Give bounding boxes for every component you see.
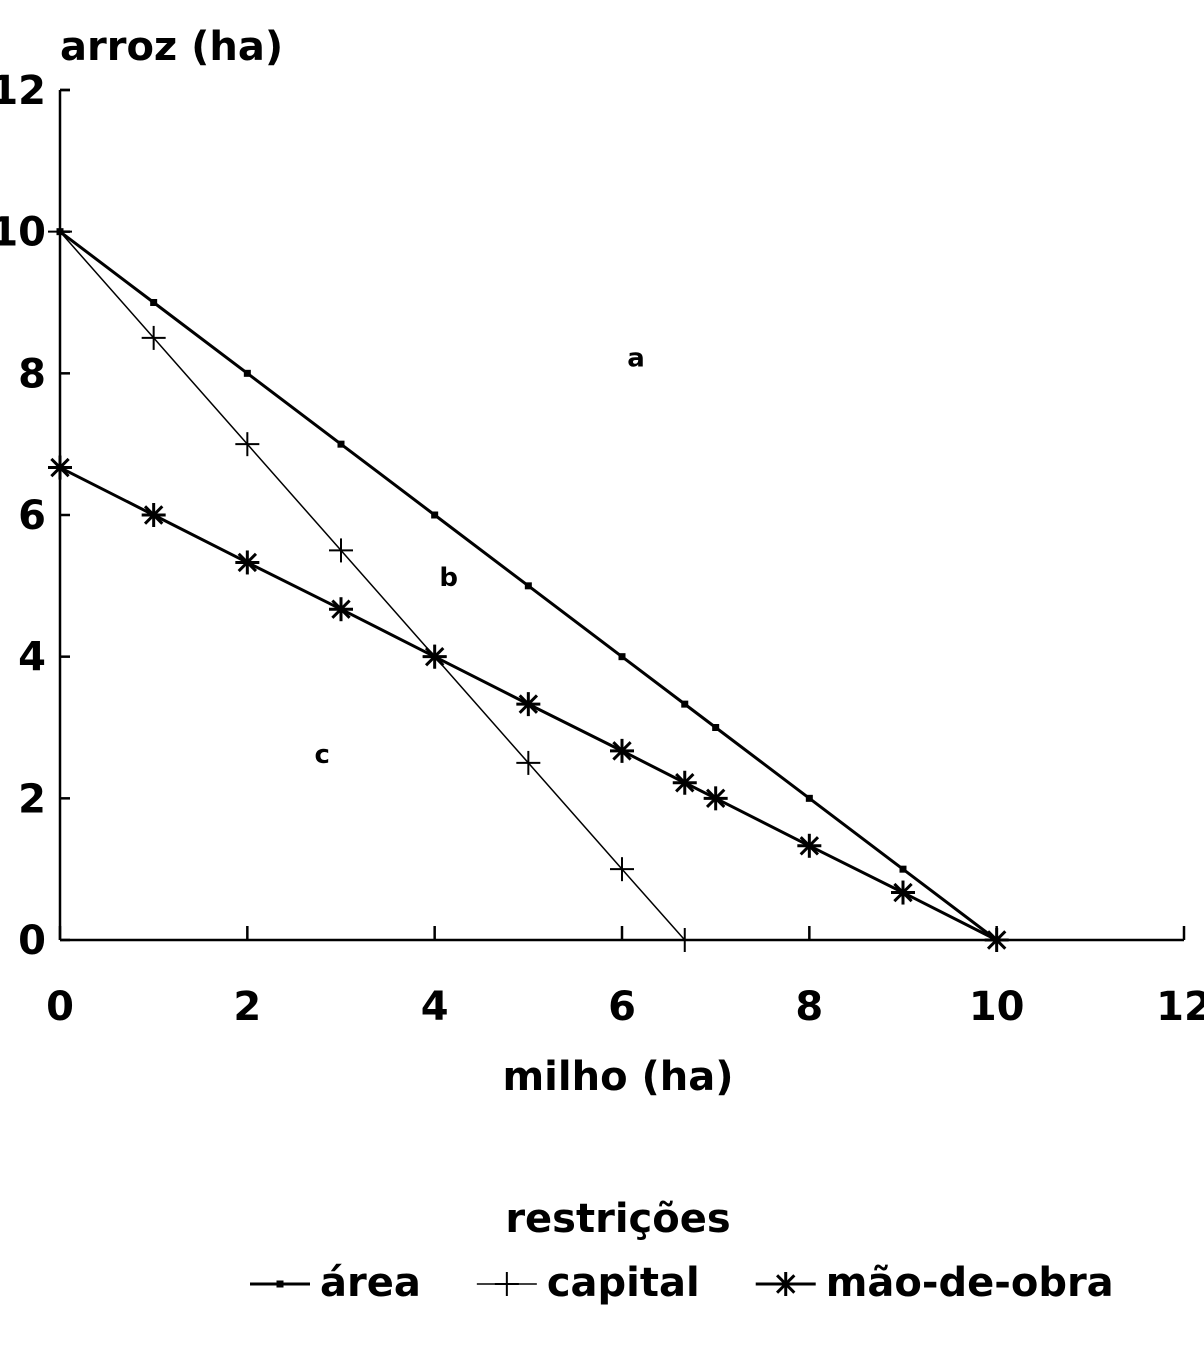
marker-star <box>797 833 822 858</box>
marker-star <box>703 786 728 811</box>
marker-square-shape <box>243 369 251 377</box>
marker-plus <box>329 538 353 563</box>
marker-plus <box>48 219 72 244</box>
marker-star <box>235 550 260 575</box>
marker-plus <box>516 750 541 775</box>
marker-square-shape <box>431 511 439 519</box>
series-line <box>59 230 998 942</box>
series-2 <box>48 455 1009 952</box>
marker-star-d2 <box>986 930 1007 950</box>
x-tick-label: 6 <box>608 984 636 1030</box>
y-tick-label: 12 <box>0 68 46 114</box>
marker-star <box>48 455 72 480</box>
y-tick-label: 6 <box>18 493 46 539</box>
series-line <box>59 231 686 941</box>
region-label: b <box>439 563 458 593</box>
x-tick-label: 4 <box>421 984 449 1030</box>
marker-plus <box>610 857 634 882</box>
marker-star-d2 <box>705 788 726 809</box>
marker-star-d2 <box>424 646 445 667</box>
marker-star-d2 <box>675 773 695 793</box>
legend-title: restrições <box>505 1196 730 1242</box>
marker-star <box>329 597 353 622</box>
marker-star <box>141 503 166 527</box>
legend: área capital mão-de-obra <box>250 1260 1114 1306</box>
marker-plus <box>235 432 260 457</box>
marker-square-shape <box>618 653 626 661</box>
marker-star-d2 <box>612 741 632 761</box>
annotation-layer: a b c <box>315 343 645 770</box>
x-tick-label: 2 <box>233 984 261 1030</box>
marker-star-d2 <box>237 552 258 573</box>
marker-square <box>431 511 439 519</box>
marker-star-d2 <box>776 1274 796 1294</box>
marker-square <box>681 700 689 708</box>
region-label: a <box>627 343 645 373</box>
x-tick-label: 10 <box>969 984 1025 1030</box>
marker-square-shape <box>276 1280 284 1288</box>
y-tick-label: 0 <box>18 918 46 964</box>
legend-item: capital <box>476 1260 700 1306</box>
marker-square-shape <box>805 794 813 802</box>
x-tick-label: 8 <box>795 984 823 1030</box>
marker-square <box>150 299 158 306</box>
legend-item: mão-de-obra <box>755 1260 1114 1306</box>
marker-square <box>337 440 345 448</box>
marker-star-d2 <box>331 599 351 619</box>
marker-star-d2 <box>799 836 820 856</box>
x-axis-title: milho (ha) <box>502 1054 733 1100</box>
y-tick-label: 2 <box>18 776 46 822</box>
legend-label: mão-de-obra <box>826 1260 1114 1306</box>
series-1 <box>48 219 697 952</box>
marker-star <box>610 738 634 763</box>
marker-square <box>243 369 251 377</box>
marker-star-d2 <box>518 694 539 714</box>
x-tick-label: 0 <box>46 984 74 1030</box>
marker-square <box>276 1280 284 1288</box>
axes: 0 2 4 6 8 10 12 0 2 4 6 8 10 12 <box>0 68 1204 1030</box>
marker-star-d2 <box>893 882 913 903</box>
legend-label: capital <box>547 1260 700 1306</box>
marker-star <box>422 644 447 669</box>
marker-star <box>672 770 697 795</box>
marker-plus <box>141 325 166 350</box>
marker-square-shape <box>899 865 907 873</box>
region-label: c <box>315 740 330 770</box>
marker-star <box>516 692 541 717</box>
series-0 <box>56 228 1001 944</box>
y-axis-title: arroz (ha) <box>60 24 283 70</box>
y-tick-label: 4 <box>18 635 46 681</box>
marker-square <box>618 653 626 661</box>
marker-square <box>805 794 813 802</box>
marker-plus <box>494 1272 519 1296</box>
y-tick-label: 10 <box>0 210 46 256</box>
legend-item: área <box>250 1260 421 1306</box>
marker-star-d2 <box>143 505 164 525</box>
marker-square-shape <box>150 299 158 306</box>
marker-star <box>984 928 1009 952</box>
marker-star <box>891 880 915 905</box>
marker-square <box>524 582 532 590</box>
y-tick-label: 8 <box>18 351 46 397</box>
marker-plus <box>672 928 697 952</box>
legend-label: área <box>320 1260 421 1306</box>
marker-star-d2 <box>50 457 70 478</box>
series-layer <box>48 219 1009 952</box>
marker-star <box>773 1272 798 1296</box>
marker-square-shape <box>712 724 720 731</box>
marker-square <box>899 865 907 873</box>
marker-square-shape <box>524 582 532 590</box>
x-tick-label: 12 <box>1156 984 1204 1030</box>
series-line <box>59 466 998 942</box>
marker-square-shape <box>681 700 689 708</box>
marker-square <box>712 724 720 731</box>
marker-square-shape <box>337 440 345 448</box>
